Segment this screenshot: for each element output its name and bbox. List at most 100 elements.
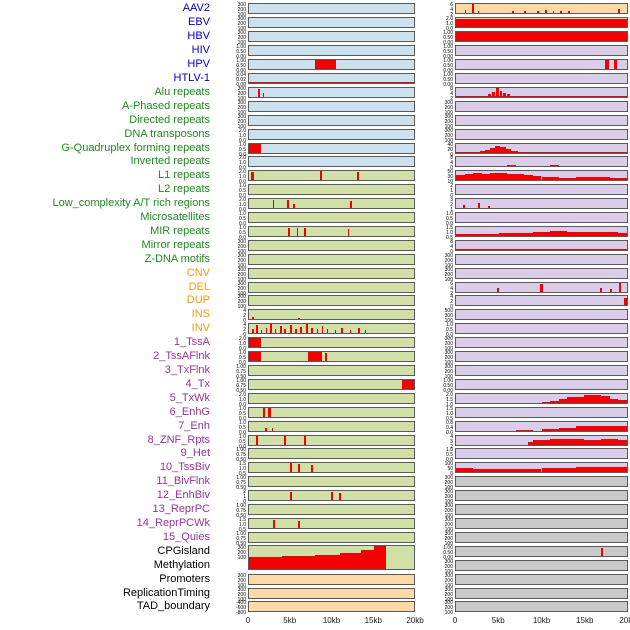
track-label: L2 repeats: [158, 183, 210, 196]
y-tick-label: 100: [444, 596, 453, 603]
data-bar: [567, 231, 585, 236]
y-tick-label: 1.0: [239, 405, 246, 412]
y-tick-label: 0.00: [443, 54, 453, 61]
right-y-axis-ticks: 1.0 0.5 0.0: [415, 323, 455, 338]
data-bar: [498, 233, 516, 236]
left-y-axis-ticks: 300 200 100: [215, 238, 248, 254]
y-tick-label: 1.0: [446, 410, 453, 417]
data-bar: [618, 232, 627, 236]
track-row: 1_TssA 2.0 1.0 0.0 300 200 100: [0, 336, 630, 352]
track-label: 14_ReprPCWk: [136, 516, 210, 529]
right-track-panel: [455, 59, 628, 71]
data-bar: [613, 60, 618, 70]
y-tick-label: 1.00: [236, 503, 246, 510]
y-tick-label: 300: [237, 294, 246, 301]
track-row: 5_TxWk 2.0 1.0 0.0 2.0 1.5 1.0: [0, 391, 630, 407]
y-tick-label: 300: [237, 586, 246, 593]
y-tick-label: 200: [237, 549, 246, 556]
left-y-axis-ticks: 1.00 0.75 0.50: [215, 448, 248, 463]
y-tick-label: 1.0: [239, 350, 246, 357]
data-bar: [324, 353, 328, 362]
y-tick-label: 0.00: [236, 68, 246, 75]
y-tick-label: 2.0: [239, 197, 246, 204]
data-bar: [601, 439, 619, 445]
y-tick-label: 0: [450, 165, 453, 172]
y-tick-label: 200: [237, 104, 246, 111]
left-y-axis-ticks: 300 200 100: [215, 100, 248, 115]
data-bar: [262, 92, 265, 97]
track-label: HBV: [187, 30, 210, 43]
data-bar: [517, 151, 528, 153]
y-tick-label: 0.0: [239, 401, 246, 408]
track-label: CPGisland: [157, 544, 210, 557]
left-track-panel: [248, 128, 415, 140]
y-tick-label: 100: [444, 276, 453, 283]
data-bar: [288, 227, 290, 236]
data-bar: [618, 439, 627, 445]
right-track-panel: [455, 225, 628, 237]
left-y-axis-ticks: 1.00 0.75 0.50: [215, 503, 248, 519]
right-track-panel: [455, 17, 628, 29]
data-bar: [357, 328, 360, 334]
y-tick-label: 1.00: [236, 530, 246, 537]
y-tick-label: 0.0: [239, 443, 246, 450]
data-bar: [609, 426, 627, 431]
data-bar: [515, 232, 533, 236]
left-y-axis-ticks: 2.0 1.0 0.0: [215, 128, 248, 143]
right-y-axis-ticks: 300 200 100: [415, 365, 455, 380]
left-y-axis-ticks: 300 200 100: [215, 267, 248, 282]
track-row: DEL 300 200 100 6 4 2: [0, 280, 630, 296]
y-tick-label: 0.5: [239, 438, 246, 445]
data-bar: [541, 429, 559, 431]
y-tick-label: 3: [450, 438, 453, 445]
y-tick-label: 0.00: [443, 554, 453, 561]
y-tick-label: 0.0: [239, 234, 246, 241]
y-tick-label: 300: [237, 238, 246, 245]
left-track-panel: [248, 490, 415, 502]
y-tick-label: 1.00: [443, 377, 453, 384]
y-tick-label: 100: [237, 12, 246, 19]
y-tick-label: 0.50: [443, 549, 453, 556]
y-tick-label: 0.0: [446, 429, 453, 436]
y-tick-label: 6: [450, 280, 453, 287]
track-label: 2_TssAFlnk: [153, 350, 210, 363]
y-tick-label: 200: [444, 355, 453, 362]
left-y-axis-ticks: 2.0 1.0 0.0: [215, 392, 248, 407]
y-tick-label: 200: [237, 243, 246, 250]
y-tick-label: 0: [450, 304, 453, 311]
data-bar: [479, 151, 486, 153]
y-tick-label: 0.75: [236, 480, 246, 487]
y-tick-label: 100: [444, 137, 453, 144]
data-bar: [600, 287, 603, 292]
y-tick-label: 200: [444, 494, 453, 501]
right-y-axis-ticks: 1.0 0.5 0.0: [415, 448, 455, 463]
data-bar: [456, 165, 627, 167]
track-label: ReplicationTiming: [122, 586, 210, 599]
data-bar: [575, 177, 593, 181]
left-y-axis-ticks: 1.00 0.75 0.50: [215, 530, 248, 546]
y-tick-label: 100: [237, 596, 246, 603]
right-y-axis-ticks: 1.00 0.50 0.00: [415, 45, 455, 60]
right-track-panel: [455, 31, 628, 43]
data-bar: [257, 88, 261, 97]
y-tick-label: 0.5: [446, 415, 453, 422]
y-tick-label: 0.0: [446, 457, 453, 464]
right-track-panel: [455, 392, 628, 404]
y-tick-label: 200: [444, 535, 453, 542]
y-tick-label: 100: [237, 276, 246, 283]
track-label: HPV: [187, 58, 210, 71]
right-track-panel: [455, 267, 628, 279]
left-track-panel: [248, 337, 415, 349]
right-y-axis-ticks: 300 200 100: [415, 476, 455, 491]
data-bar: [321, 326, 324, 334]
y-tick-label: 100: [444, 582, 453, 589]
data-bar: [270, 324, 273, 334]
data-bar: [402, 379, 414, 389]
y-tick-label: 0.75: [236, 369, 246, 376]
right-y-axis-ticks: 300 200 100: [415, 531, 455, 546]
y-tick-label: 6: [450, 2, 453, 9]
data-bar: [609, 288, 612, 292]
